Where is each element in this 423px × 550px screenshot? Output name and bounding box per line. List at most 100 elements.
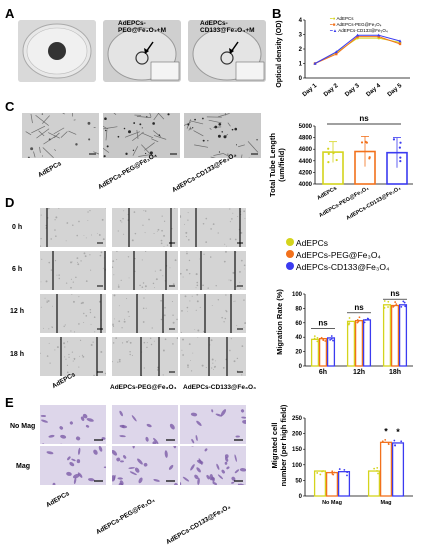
data-dot (387, 442, 390, 444)
cell-speck (142, 307, 145, 310)
y-tick-label: 4800 (299, 136, 313, 142)
cell-speck (215, 360, 216, 362)
cell-speck (85, 237, 87, 239)
cell-dot (218, 122, 222, 126)
x-tick-label: Day 4 (365, 82, 383, 98)
legend-d-cd133: AdEPCs-CD133@Fe₃O₄ (286, 261, 389, 273)
cell-speck (64, 356, 66, 358)
cell-speck (160, 318, 163, 321)
data-dot (367, 318, 370, 320)
cell-stain (71, 458, 76, 462)
cell-speck (80, 260, 82, 262)
cell-speck (99, 254, 102, 257)
cell-speck (234, 300, 236, 302)
cell-speck (63, 325, 65, 328)
cell-speck (174, 208, 176, 209)
data-dot (348, 317, 351, 319)
cell-stain (226, 466, 230, 470)
x-tick-label: AdEPCs (316, 186, 338, 202)
tube-branch (53, 127, 65, 135)
cell-dot (202, 117, 204, 120)
cell-speck (118, 305, 120, 307)
cell-speck (46, 355, 49, 357)
cell-speck (186, 251, 188, 253)
cell-speck (143, 210, 145, 212)
cell-speck (45, 227, 47, 229)
data-dot (332, 339, 334, 342)
cell-speck (45, 280, 48, 283)
cell-speck (244, 268, 246, 270)
x-tick-label: Day 5 (386, 82, 404, 98)
cell-speck (134, 232, 137, 235)
cell-stain (195, 435, 198, 441)
row-label-nomag: No Mag (10, 423, 36, 430)
cell-speck (157, 228, 160, 231)
cell-speck (142, 282, 145, 284)
cell-speck (93, 374, 95, 376)
tube-branch (227, 122, 231, 127)
cell-speck (190, 360, 191, 361)
cell-speck (194, 329, 196, 330)
cell-stain (46, 451, 54, 455)
y-tick-label: 2 (299, 47, 303, 53)
cell-dot (41, 113, 44, 115)
data-dot (360, 141, 364, 144)
cell-speck (72, 300, 75, 303)
data-dot (327, 161, 330, 164)
cell-speck (58, 208, 60, 209)
cell-speck (131, 239, 134, 242)
cell-dot (190, 128, 192, 130)
legend-swatch-icon: ━■ (330, 22, 336, 27)
cell-speck (243, 299, 245, 301)
tube-branch (25, 131, 32, 136)
invasion-bg (40, 405, 106, 444)
cell-speck (74, 359, 75, 361)
data-dot (395, 303, 398, 306)
cell-dot (214, 125, 218, 129)
data-dot (330, 335, 333, 337)
chart-c-tube-length: ns400042004400460048005000AdEPCsAdEPCs-P… (299, 114, 413, 222)
scratch-bg (180, 337, 246, 376)
cell-speck (66, 222, 69, 224)
y-tick-label: 0 (299, 76, 303, 82)
cell-speck (163, 314, 166, 317)
x-tick-label: 18h (389, 369, 401, 376)
scratch-image (180, 208, 246, 247)
y-tick-label: 4200 (299, 170, 313, 176)
tube-branch (224, 113, 226, 116)
tube-branch (241, 154, 243, 158)
cell-speck (121, 327, 123, 329)
cell-speck (139, 284, 141, 287)
cell-speck (127, 213, 129, 215)
scratch-bg (40, 251, 106, 290)
data-dot (348, 322, 351, 324)
scratch-image (40, 294, 106, 333)
cell-stain (173, 483, 178, 485)
cell-speck (239, 281, 241, 283)
cell-speck (77, 261, 79, 263)
cell-speck (94, 331, 96, 333)
cell-speck (186, 306, 189, 309)
data-dot (343, 468, 346, 471)
cell-speck (199, 258, 200, 260)
cell-dot (218, 151, 221, 153)
data-dot (383, 300, 386, 302)
data-dot (402, 300, 405, 303)
scratch-bg (180, 251, 246, 290)
data-dot (358, 316, 361, 319)
cell-speck (230, 279, 232, 282)
cell-speck (189, 300, 191, 302)
cell-speck (181, 309, 183, 312)
cell-speck (77, 263, 80, 266)
cell-stain (197, 477, 200, 485)
series-line (314, 37, 401, 64)
cell-speck (187, 212, 189, 214)
cell-speck (85, 315, 88, 317)
cell-speck (42, 327, 44, 329)
data-dot (400, 440, 403, 443)
cell-dot (149, 151, 153, 155)
scratch-image (40, 208, 106, 247)
cell-speck (104, 372, 106, 375)
cell-speck (156, 369, 159, 371)
cell-speck (122, 233, 125, 235)
